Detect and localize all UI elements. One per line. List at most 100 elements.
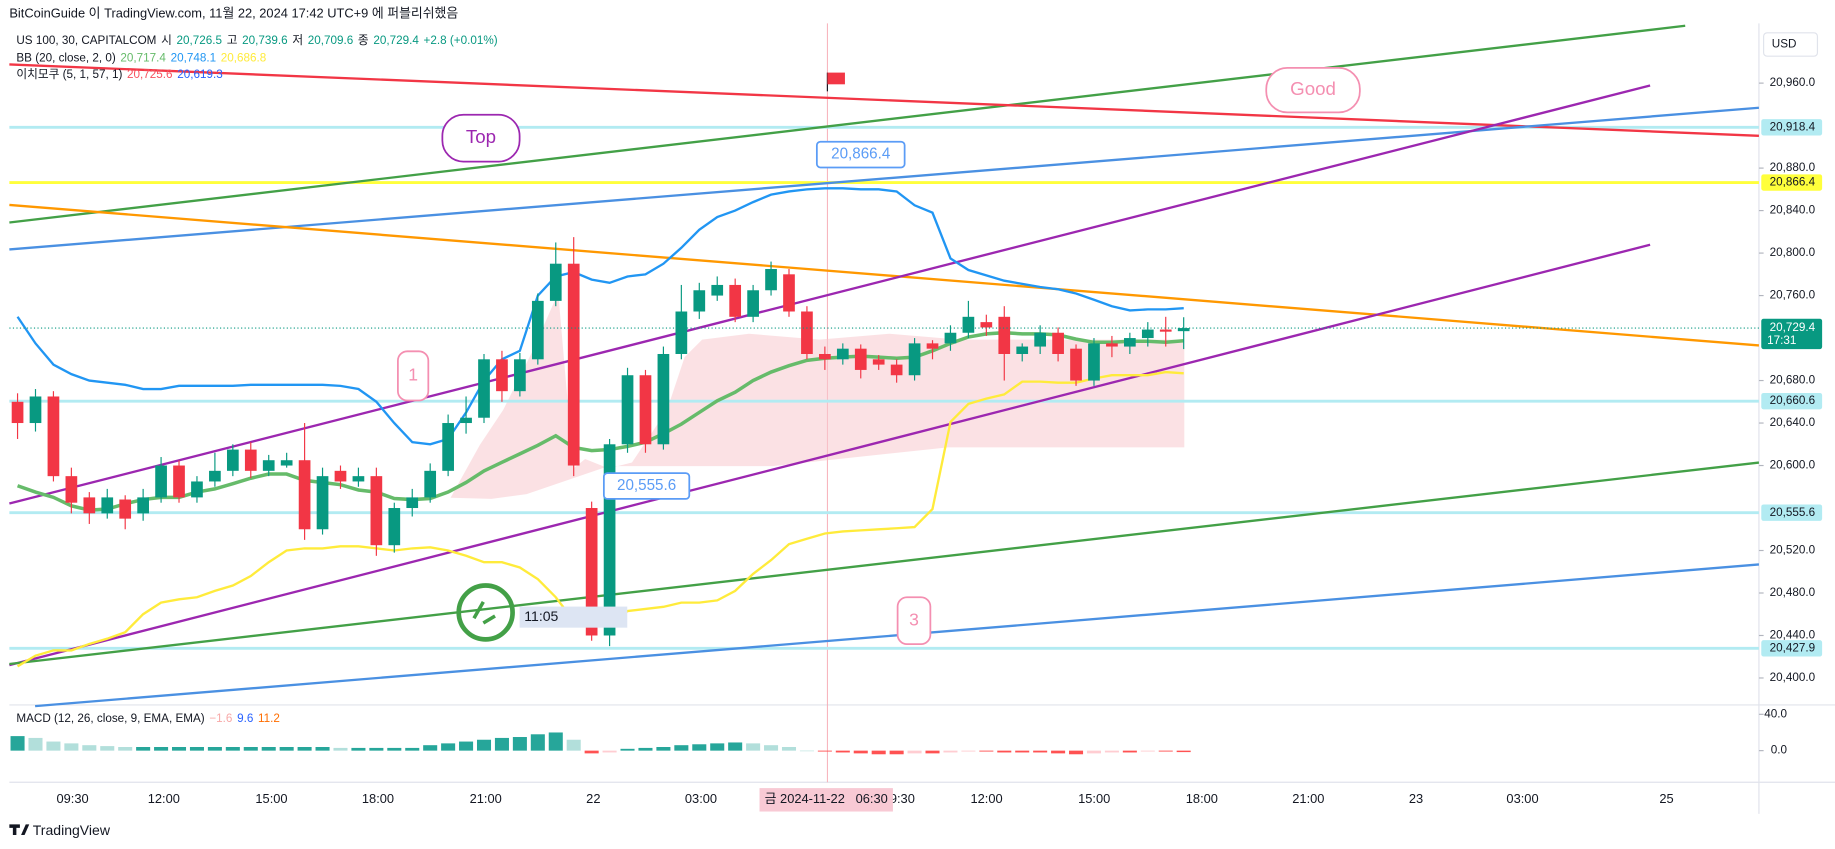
candle-body: [460, 417, 472, 424]
trend-line: [9, 24, 1686, 224]
indicator-line: [16, 187, 1184, 446]
candle-body: [119, 499, 132, 519]
macd-bar: [494, 737, 509, 751]
macd-bar: [261, 747, 276, 751]
candle-body: [11, 401, 24, 424]
x-tick-label: 22: [586, 791, 600, 806]
macd-bar: [351, 747, 366, 751]
candle-body: [388, 508, 401, 546]
y-tick-label: 20,400.0: [1770, 671, 1816, 684]
candle-body: [836, 348, 849, 360]
level-badge: [1761, 504, 1823, 521]
annotation: 11:05: [524, 608, 558, 624]
currency-box[interactable]: [1763, 32, 1819, 57]
y-tick-label: 20,440.0: [1770, 629, 1816, 642]
macd-bar: [279, 747, 294, 751]
macd-bar: [1069, 750, 1084, 755]
candle-body: [603, 444, 616, 636]
macd-legend: MACD (12, 26, close, 9, EMA, EMA) −1.6 9.6…: [16, 712, 280, 725]
candle-body: [747, 290, 759, 317]
y-tick-label: 20,640.0: [1770, 416, 1816, 429]
level-label: 20,918.4: [1770, 120, 1816, 133]
legend-item: 고: [227, 34, 238, 47]
legend-item: 20,726.5: [177, 34, 223, 47]
macd-bar: [333, 747, 348, 751]
legend-item: 20,709.6: [308, 34, 353, 47]
macd-bar: [46, 741, 61, 751]
candle-body: [711, 284, 724, 296]
candle-body: [65, 476, 78, 503]
trend-line: [9, 203, 1760, 347]
candle-body: [801, 311, 813, 354]
annotation: Good: [1290, 78, 1336, 99]
legend-item: 종: [358, 34, 369, 47]
candle-body: [783, 274, 795, 312]
x-tick-label: 18:00: [1186, 791, 1218, 806]
level-label: 20,427.9: [1770, 641, 1815, 654]
macd-bar: [853, 750, 868, 754]
y-tick-label: 20,880.0: [1770, 161, 1816, 174]
macd-bar: [925, 750, 940, 754]
publisher: BitCoinGuide 이 TradingView.com, 11월 22, …: [9, 5, 458, 20]
candle-body: [101, 497, 114, 514]
candle-body: [693, 290, 706, 312]
macd-bar: [530, 734, 545, 751]
macd-bar: [1104, 750, 1119, 753]
macd-bar: [207, 747, 222, 751]
candle-body: [1141, 329, 1154, 339]
candle-body: [244, 449, 257, 471]
candle-body: [531, 300, 544, 360]
macd-bar: [871, 750, 886, 755]
annotation: 20,555.6: [617, 477, 676, 494]
candle-body: [854, 348, 867, 370]
macd-bar: [1158, 750, 1173, 752]
macd-bar: [835, 750, 850, 753]
candle-body: [908, 343, 921, 376]
candle-body: [765, 269, 777, 291]
macd-bar: [1122, 750, 1137, 753]
legend-item: 시: [161, 34, 172, 47]
macd-bar: [566, 739, 581, 751]
candle-body: [621, 375, 634, 445]
y-tick-label: 20,680.0: [1770, 374, 1816, 387]
y-tick-label: 20,840.0: [1770, 204, 1816, 217]
candle-body: [280, 460, 293, 466]
level-label: 20,555.6: [1770, 506, 1815, 519]
candle-body: [226, 449, 239, 471]
candle-body: [1177, 328, 1190, 332]
macd-bar: [136, 747, 151, 751]
y-tick-label: 20,960.0: [1770, 76, 1816, 89]
annotation-box: [815, 140, 906, 169]
crosshair-label: 금 2024-11-22 06:30: [765, 791, 888, 806]
macd-bar: [315, 747, 330, 751]
macd-tick-label: 0.0: [1771, 744, 1788, 757]
macd-bar: [746, 743, 761, 751]
macd-bar: [476, 739, 492, 751]
legend-item: US 100, 30, CAPITALCOM: [16, 34, 156, 47]
level-badge: [1761, 640, 1823, 657]
x-tick-label: 12:00: [148, 791, 180, 806]
macd-bar: [10, 736, 25, 751]
macd-bar: [405, 747, 420, 751]
legend-item: 20,619.3: [177, 68, 222, 81]
x-tick-label: 15:00: [255, 791, 287, 806]
candle-body: [496, 359, 508, 392]
currency: USD: [1772, 38, 1797, 51]
candle-body: [585, 508, 598, 636]
legend-item: 20,729.4: [373, 34, 419, 47]
candle-body: [209, 470, 221, 482]
candle-body: [370, 476, 383, 546]
macd-bar: [441, 743, 456, 751]
candle-body: [1124, 338, 1136, 347]
candle-body: [675, 311, 688, 354]
macd-bar: [369, 747, 384, 751]
macd-bar: [1086, 750, 1101, 754]
candle-body: [962, 316, 975, 333]
macd-bar: [297, 747, 312, 751]
candle-body: [334, 470, 347, 482]
candle-body: [47, 396, 60, 477]
macd-bar: [943, 750, 958, 753]
candle-body: [926, 343, 939, 349]
macd-bar: [171, 747, 187, 751]
legend-item: 20,739.6: [242, 34, 287, 47]
